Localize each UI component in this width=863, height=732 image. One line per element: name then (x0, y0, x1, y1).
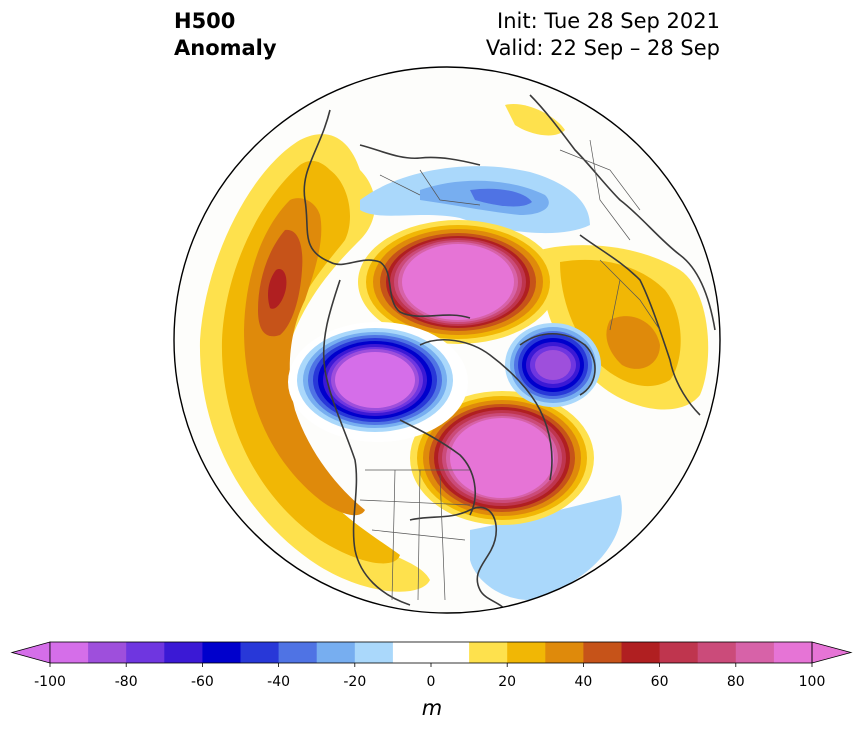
init-date: Init: Tue 28 Sep 2021 (497, 9, 720, 33)
colorbar-tick-label: -80 (114, 674, 138, 690)
colorbar-tick-label: 100 (798, 674, 826, 690)
colorbar-tick-label: -60 (190, 674, 214, 690)
colorbar-segment (126, 642, 165, 663)
colorbar-segment (354, 642, 394, 663)
colorbar-tick-label: -100 (34, 674, 66, 690)
colorbar-segment (88, 642, 127, 663)
colorbar-tick-label: -40 (267, 674, 291, 690)
colorbar-unit-label: m (421, 696, 443, 720)
colorbar-segment (240, 642, 280, 663)
colorbar-segment (164, 642, 203, 663)
colorbar-segment (392, 642, 432, 663)
colorbar-segment (773, 642, 813, 663)
colorbar-tick-label: 0 (426, 674, 436, 690)
colorbar-segment (469, 642, 508, 663)
colorbar-tick-label: 20 (498, 674, 517, 690)
colorbar-segment (507, 642, 546, 663)
negative-anomaly-center-east (505, 323, 601, 407)
colorbar-tick-label: 60 (650, 674, 669, 690)
negative-anomaly-center-west (288, 322, 468, 442)
negative-anomaly-north (360, 166, 590, 234)
anomaly-field (174, 67, 720, 613)
positive-anomaly-center-south (410, 391, 594, 525)
colorbar-tick-label: -20 (343, 674, 367, 690)
colorbar-segment (659, 642, 699, 663)
colorbar-segment (202, 642, 241, 663)
colorbar-segment (545, 642, 584, 663)
positive-anomaly-center-north (358, 220, 558, 344)
colorbar-tick-label: 40 (574, 674, 593, 690)
negative-anomaly-south (470, 495, 622, 600)
colorbar-segment (278, 642, 318, 663)
positive-anomaly-east (505, 104, 709, 410)
title-field-name: H500 (174, 9, 236, 33)
colorbar-segment (583, 642, 622, 663)
colorbar-segment (50, 642, 89, 663)
positive-anomaly-arc (199, 134, 430, 592)
anomaly-map (173, 66, 721, 614)
colorbar-segment (735, 642, 775, 663)
colorbar-tick-label: 80 (726, 674, 745, 690)
title-left: H500 Anomaly (174, 8, 277, 62)
colorbar-segment (697, 642, 737, 663)
colorbar-segment (431, 642, 470, 663)
valid-range: Valid: 22 Sep – 28 Sep (485, 36, 720, 60)
coastlines (303, 94, 716, 611)
colorbar (10, 641, 853, 667)
colorbar-segment (621, 642, 661, 663)
title-field-type: Anomaly (174, 36, 277, 60)
map-boundary (173, 66, 721, 614)
title-right: Init: Tue 28 Sep 2021 Valid: 22 Sep – 28… (486, 8, 720, 62)
colorbar-over-arrow (811, 641, 853, 664)
borders (359, 139, 661, 601)
colorbar-under-arrow (10, 641, 51, 664)
colorbar-segment (316, 642, 356, 663)
